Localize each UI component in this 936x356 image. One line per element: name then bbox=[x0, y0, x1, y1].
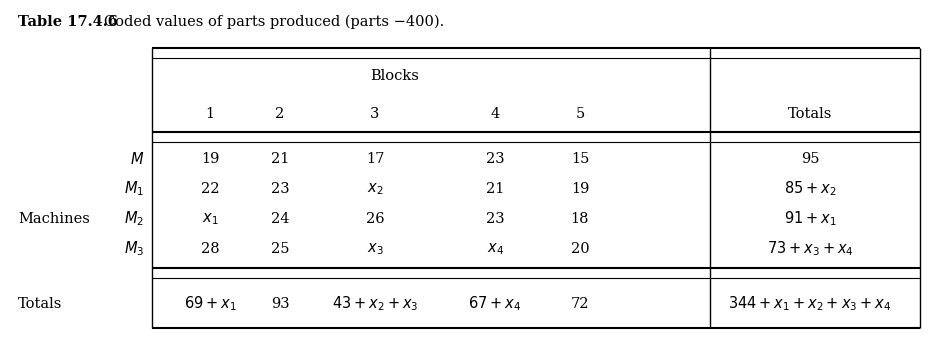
Text: 93: 93 bbox=[271, 297, 289, 311]
Text: 21: 21 bbox=[271, 152, 289, 166]
Text: $67+x_4$: $67+x_4$ bbox=[468, 295, 521, 313]
Text: $85+x_2$: $85+x_2$ bbox=[782, 180, 836, 198]
Text: 22: 22 bbox=[200, 182, 219, 196]
Text: 25: 25 bbox=[271, 242, 289, 256]
Text: Blocks: Blocks bbox=[370, 69, 419, 83]
Text: 1: 1 bbox=[205, 107, 214, 121]
Text: Table 17.4.6: Table 17.4.6 bbox=[18, 15, 118, 29]
Text: 17: 17 bbox=[365, 152, 384, 166]
Text: 21: 21 bbox=[485, 182, 504, 196]
Text: 28: 28 bbox=[200, 242, 219, 256]
Text: 23: 23 bbox=[485, 212, 504, 226]
Text: $M_3$: $M_3$ bbox=[124, 240, 144, 258]
Text: 26: 26 bbox=[365, 212, 384, 226]
Text: $x_1$: $x_1$ bbox=[201, 211, 218, 227]
Text: Machines: Machines bbox=[18, 212, 90, 226]
Text: $69+x_1$: $69+x_1$ bbox=[183, 295, 236, 313]
Text: $x_2$: $x_2$ bbox=[366, 181, 383, 197]
Text: 3: 3 bbox=[370, 107, 379, 121]
Text: 23: 23 bbox=[485, 152, 504, 166]
Text: 18: 18 bbox=[570, 212, 589, 226]
Text: 95: 95 bbox=[800, 152, 818, 166]
Text: $43+x_2+x_3$: $43+x_2+x_3$ bbox=[331, 295, 417, 313]
Text: 5: 5 bbox=[575, 107, 584, 121]
Text: $M_1$: $M_1$ bbox=[124, 180, 144, 198]
Text: 20: 20 bbox=[570, 242, 589, 256]
Text: $x_3$: $x_3$ bbox=[366, 241, 383, 257]
Text: $M$: $M$ bbox=[129, 151, 144, 167]
Text: $91+x_1$: $91+x_1$ bbox=[782, 210, 836, 228]
Text: Totals: Totals bbox=[18, 297, 63, 311]
Text: $M_2$: $M_2$ bbox=[124, 210, 144, 228]
Text: $344+x_1+x_2+x_3+x_4$: $344+x_1+x_2+x_3+x_4$ bbox=[727, 295, 891, 313]
Text: $73+x_3+x_4$: $73+x_3+x_4$ bbox=[766, 240, 853, 258]
Text: Coded values of parts produced (parts −400).: Coded values of parts produced (parts −4… bbox=[90, 15, 444, 29]
Text: 15: 15 bbox=[570, 152, 589, 166]
Text: 72: 72 bbox=[570, 297, 589, 311]
Text: 2: 2 bbox=[275, 107, 285, 121]
Text: 19: 19 bbox=[570, 182, 589, 196]
Text: 23: 23 bbox=[271, 182, 289, 196]
Text: Totals: Totals bbox=[787, 107, 831, 121]
Text: 4: 4 bbox=[490, 107, 499, 121]
Text: 24: 24 bbox=[271, 212, 289, 226]
Text: 19: 19 bbox=[200, 152, 219, 166]
Text: $x_4$: $x_4$ bbox=[486, 241, 503, 257]
